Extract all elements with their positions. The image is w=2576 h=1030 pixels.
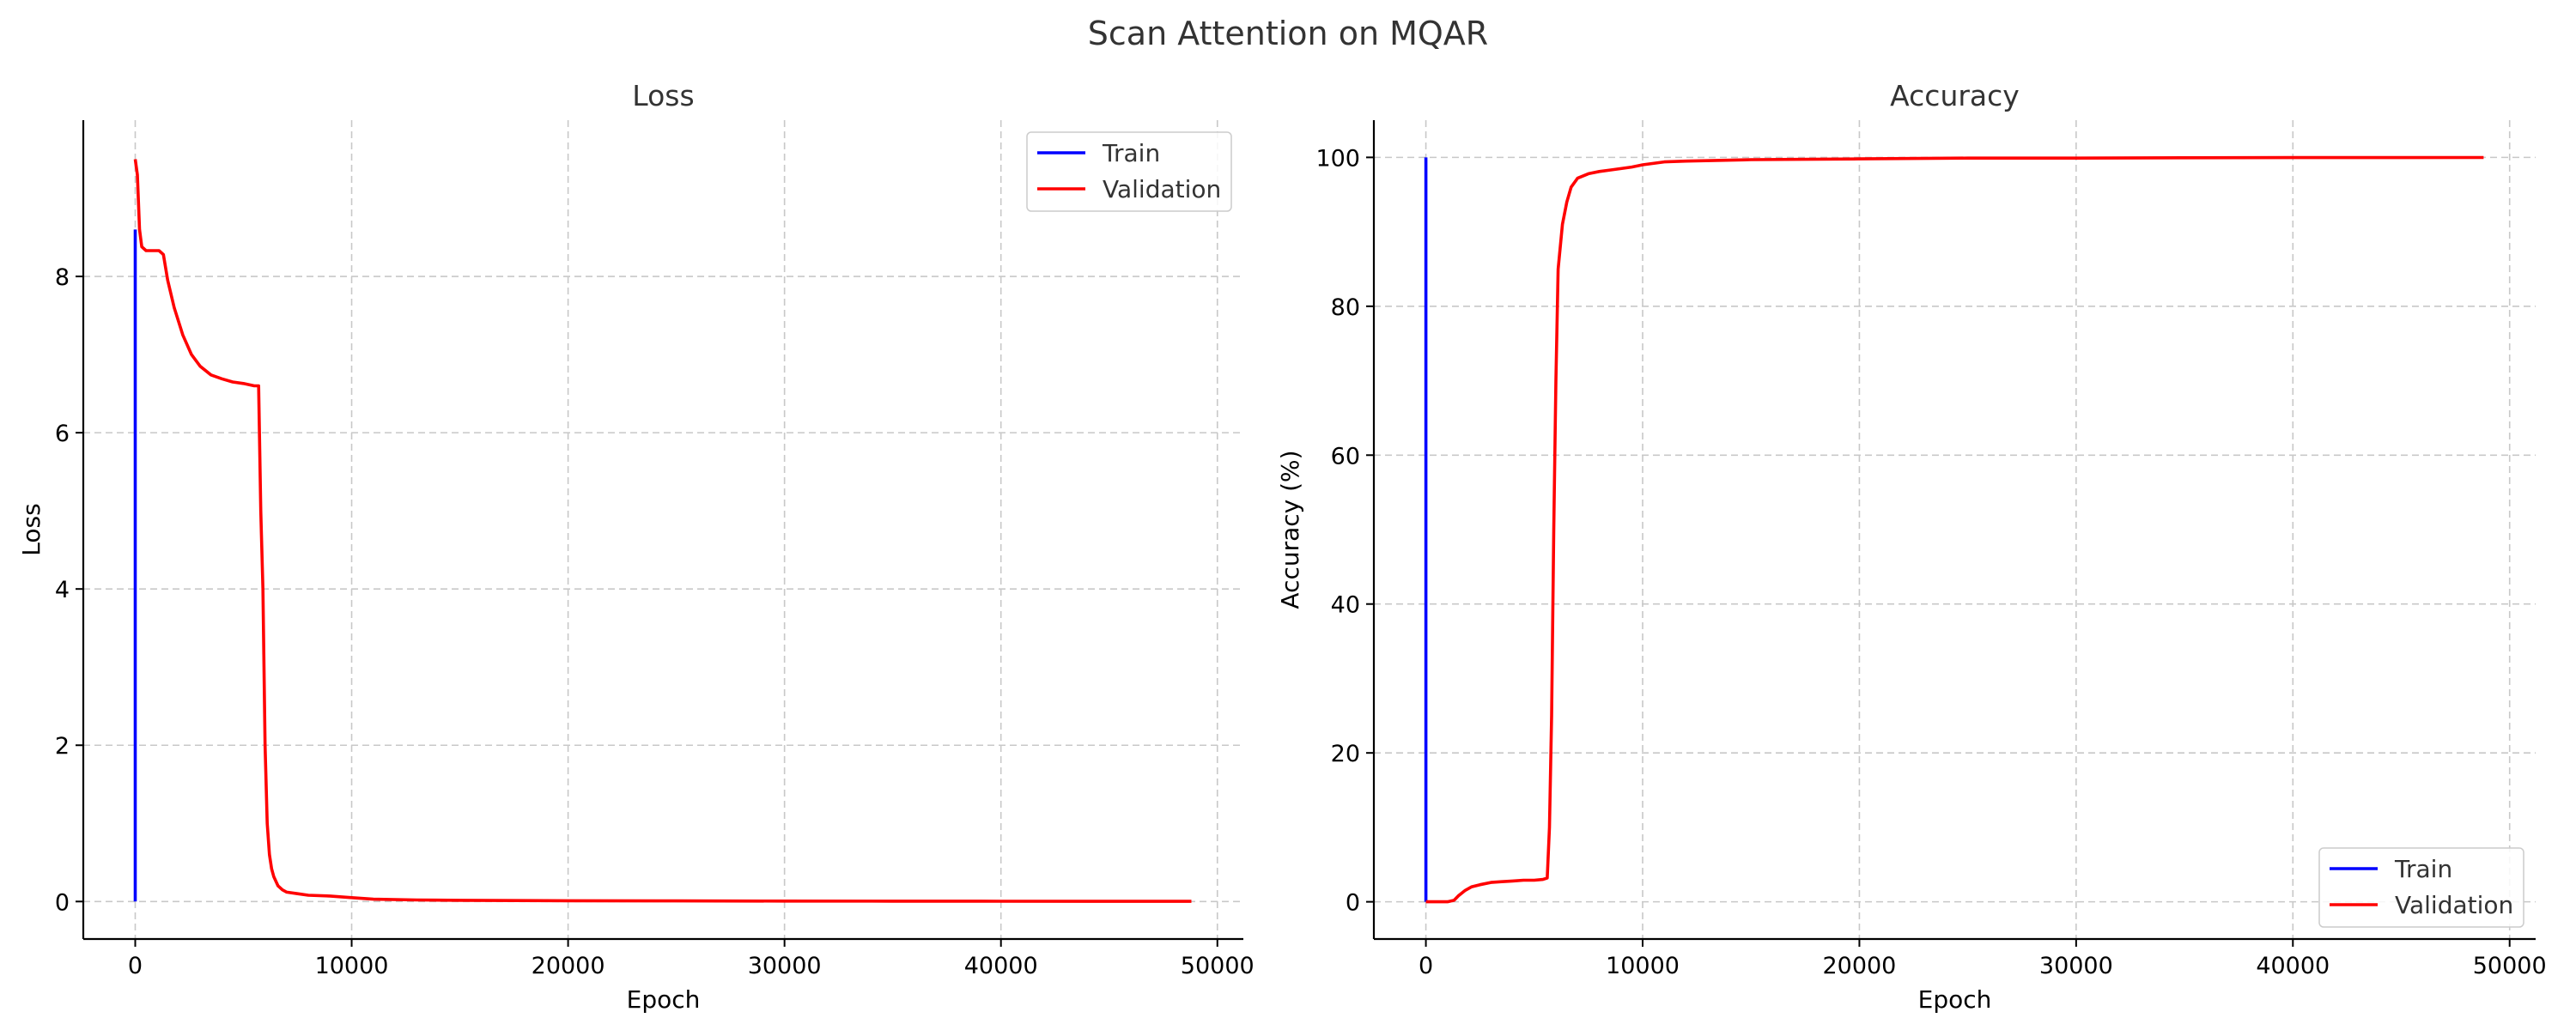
loss-chart: 0 10000 20000 30000 40000 50000 0 2 4 6 8 Loss Epoch… <box>17 79 1255 1014</box>
accuracy-legend: Train Validation <box>2318 847 2524 928</box>
loss-y-tick-label: 4 <box>55 577 70 603</box>
loss-y-tick-label: 0 <box>55 889 70 916</box>
loss-validation-line <box>133 159 1192 903</box>
loss-legend: Train Validation <box>1026 131 1232 212</box>
loss-legend-label-train: Train <box>1102 139 1160 167</box>
accuracy-title: Accuracy <box>1890 79 2020 112</box>
accuracy-y-tick-label: 20 <box>1331 741 1360 767</box>
loss-y-tick-label: 8 <box>55 264 70 291</box>
accuracy-y-tick-label: 0 <box>1346 890 1360 917</box>
accuracy-x-tick-label: 0 <box>1419 953 1433 979</box>
accuracy-x-axis-label: Epoch <box>1918 985 1992 1014</box>
accuracy-x-tick-label: 30000 <box>2039 953 2113 979</box>
accuracy-y-tick-label: 100 <box>1315 145 1360 172</box>
accuracy-y-tick-label: 40 <box>1331 592 1360 619</box>
accuracy-x-tick-label: 50000 <box>2473 953 2547 979</box>
loss-y-tick-label: 6 <box>55 421 70 447</box>
loss-legend-label-validation: Validation <box>1103 175 1221 203</box>
loss-x-tick-label: 50000 <box>1181 953 1255 979</box>
loss-x-tick-label: 20000 <box>532 953 605 979</box>
accuracy-x-tick-label: 20000 <box>1822 953 1896 979</box>
accuracy-x-tick-label: 10000 <box>1606 953 1680 979</box>
loss-x-tick-label: 0 <box>128 953 143 979</box>
accuracy-y-tick-label: 80 <box>1331 294 1360 321</box>
figure-title: Scan Attention on MQAR <box>1088 15 1488 52</box>
loss-y-axis-label: Loss <box>17 503 46 555</box>
loss-title: Loss <box>632 79 694 112</box>
accuracy-y-axis-label: Accuracy (%) <box>1276 450 1304 609</box>
accuracy-x-tick-label: 40000 <box>2256 953 2330 979</box>
loss-x-tick-label: 10000 <box>315 953 389 979</box>
accuracy-legend-label-validation: Validation <box>2395 891 2513 919</box>
accuracy-y-tick-label: 60 <box>1331 443 1360 470</box>
accuracy-chart: 0 10000 20000 30000 40000 50000 0 20 40 60 80 100 Ac… <box>1276 79 2547 1014</box>
loss-x-axis-label: Epoch <box>627 985 701 1014</box>
loss-y-tick-label: 2 <box>55 733 70 760</box>
loss-x-tick-label: 40000 <box>964 953 1038 979</box>
accuracy-legend-label-train: Train <box>2394 855 2452 883</box>
accuracy-validation-line <box>1425 155 2484 904</box>
loss-x-tick-label: 30000 <box>748 953 822 979</box>
